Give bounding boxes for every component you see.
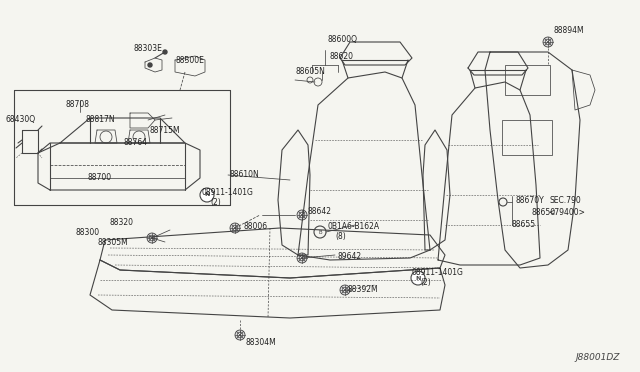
Text: 88304M: 88304M — [245, 338, 276, 347]
Bar — [505, 65, 550, 95]
Text: 88650: 88650 — [532, 208, 556, 217]
Circle shape — [232, 225, 237, 231]
Circle shape — [342, 287, 348, 293]
Circle shape — [545, 39, 551, 45]
Circle shape — [237, 332, 243, 338]
Circle shape — [411, 271, 425, 285]
Text: (2): (2) — [210, 198, 221, 207]
Circle shape — [235, 330, 245, 340]
Circle shape — [300, 255, 305, 261]
Text: 88300E: 88300E — [175, 56, 204, 65]
Circle shape — [230, 223, 240, 233]
Circle shape — [163, 50, 167, 54]
Text: 89642: 89642 — [338, 252, 362, 261]
Circle shape — [200, 188, 214, 202]
Circle shape — [148, 63, 152, 67]
Text: 88620: 88620 — [330, 52, 354, 61]
Text: 88894M: 88894M — [553, 26, 584, 35]
Circle shape — [297, 210, 307, 220]
Text: 68430Q: 68430Q — [6, 115, 36, 124]
Text: 88320: 88320 — [110, 218, 134, 227]
Text: 88764: 88764 — [124, 138, 148, 147]
Circle shape — [149, 235, 155, 241]
Text: 0B1A6-B162A: 0B1A6-B162A — [327, 222, 379, 231]
Text: 08911-1401G: 08911-1401G — [412, 268, 464, 277]
Text: N: N — [415, 276, 420, 280]
Text: 88817N: 88817N — [85, 115, 115, 124]
Text: 88392M: 88392M — [348, 285, 379, 294]
Text: B: B — [318, 230, 322, 234]
Text: J88001DZ: J88001DZ — [575, 353, 620, 362]
Text: 88300: 88300 — [76, 228, 100, 237]
Circle shape — [300, 212, 305, 218]
Text: 88655: 88655 — [511, 220, 535, 229]
Text: 88715M: 88715M — [150, 126, 180, 135]
Text: SEC.790: SEC.790 — [550, 196, 582, 205]
Circle shape — [543, 37, 553, 47]
Text: 08911-1401G: 08911-1401G — [202, 188, 254, 197]
Text: (8): (8) — [335, 232, 346, 241]
Text: <79400>: <79400> — [548, 208, 585, 217]
Text: 88642: 88642 — [308, 207, 332, 216]
Text: 88006: 88006 — [243, 222, 267, 231]
Bar — [502, 120, 552, 155]
Text: (2): (2) — [420, 278, 431, 287]
Circle shape — [147, 233, 157, 243]
Text: 88700: 88700 — [88, 173, 112, 182]
Text: 88708: 88708 — [66, 100, 90, 109]
Circle shape — [297, 253, 307, 263]
Circle shape — [340, 285, 350, 295]
Text: 88303E: 88303E — [133, 44, 162, 53]
Text: 88605N: 88605N — [295, 67, 325, 76]
Text: 88670Y: 88670Y — [515, 196, 544, 205]
Text: N: N — [204, 192, 210, 198]
Text: 88305M: 88305M — [98, 238, 129, 247]
Text: 88610N: 88610N — [230, 170, 260, 179]
Text: 88600Q: 88600Q — [328, 35, 358, 44]
